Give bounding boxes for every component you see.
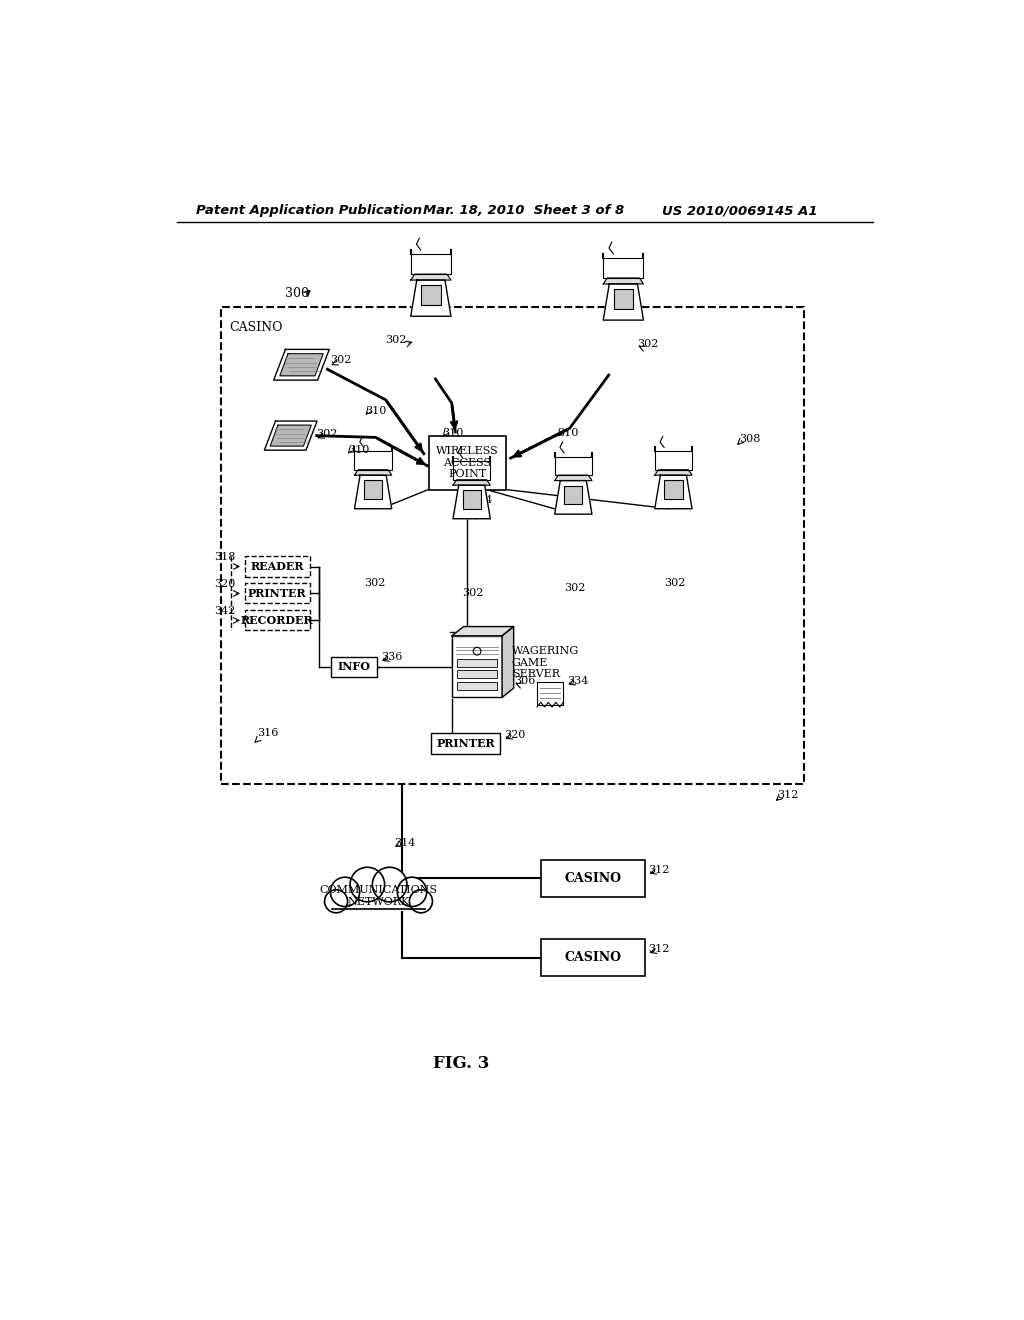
Text: 308: 308 <box>739 434 760 444</box>
FancyBboxPatch shape <box>245 583 310 603</box>
Polygon shape <box>280 354 324 376</box>
FancyBboxPatch shape <box>457 671 498 678</box>
Text: 306: 306 <box>514 676 536 685</box>
Text: FIG. 3: FIG. 3 <box>433 1055 489 1072</box>
Text: 318: 318 <box>214 552 236 562</box>
Text: 302: 302 <box>385 335 407 346</box>
Text: 320: 320 <box>214 579 236 589</box>
Polygon shape <box>603 279 643 284</box>
FancyBboxPatch shape <box>364 480 382 499</box>
Text: 316: 316 <box>258 727 279 738</box>
Text: 312: 312 <box>648 865 670 875</box>
Text: 310: 310 <box>442 428 464 438</box>
Polygon shape <box>654 470 692 475</box>
Text: Mar. 18, 2010  Sheet 3 of 8: Mar. 18, 2010 Sheet 3 of 8 <box>423 205 625 218</box>
Polygon shape <box>555 480 592 515</box>
Polygon shape <box>537 682 563 705</box>
Text: 300: 300 <box>285 286 308 300</box>
Polygon shape <box>273 350 330 380</box>
Text: 302: 302 <box>564 583 586 593</box>
Polygon shape <box>555 475 592 480</box>
Text: 302: 302 <box>637 339 658 348</box>
FancyBboxPatch shape <box>431 733 500 755</box>
Polygon shape <box>354 470 392 475</box>
Text: 334: 334 <box>567 676 589 686</box>
Polygon shape <box>537 702 563 708</box>
Text: 302: 302 <box>463 587 483 598</box>
FancyBboxPatch shape <box>613 289 633 309</box>
Text: 302: 302 <box>316 429 338 440</box>
Text: 320: 320 <box>504 730 525 741</box>
Text: 302: 302 <box>364 578 385 587</box>
Polygon shape <box>453 486 490 519</box>
FancyBboxPatch shape <box>331 656 377 677</box>
FancyBboxPatch shape <box>421 285 440 305</box>
FancyBboxPatch shape <box>555 457 592 475</box>
Circle shape <box>350 867 385 902</box>
Text: 302: 302 <box>330 355 351 366</box>
Text: 336: 336 <box>381 652 402 661</box>
FancyBboxPatch shape <box>654 451 692 470</box>
FancyBboxPatch shape <box>457 682 498 689</box>
Text: 312: 312 <box>648 944 670 954</box>
Text: 310: 310 <box>348 445 369 454</box>
FancyBboxPatch shape <box>452 636 502 697</box>
FancyBboxPatch shape <box>245 557 310 577</box>
Polygon shape <box>453 479 490 486</box>
Text: 304: 304 <box>471 495 493 506</box>
Text: PRINTER: PRINTER <box>436 738 495 750</box>
Polygon shape <box>354 475 392 508</box>
Text: WIRELESS
ACCESS
POINT: WIRELESS ACCESS POINT <box>435 446 499 479</box>
FancyBboxPatch shape <box>429 436 506 490</box>
Text: CASINO: CASINO <box>564 952 622 964</box>
Text: READER: READER <box>251 561 304 572</box>
Circle shape <box>325 890 347 913</box>
FancyBboxPatch shape <box>457 659 498 667</box>
Text: Patent Application Publication: Patent Application Publication <box>196 205 422 218</box>
FancyBboxPatch shape <box>665 480 683 499</box>
Circle shape <box>397 878 427 907</box>
Polygon shape <box>502 627 514 697</box>
Text: 310: 310 <box>557 428 579 438</box>
FancyBboxPatch shape <box>541 859 644 896</box>
Text: CASINO: CASINO <box>564 871 622 884</box>
FancyBboxPatch shape <box>603 259 643 279</box>
FancyBboxPatch shape <box>332 890 425 909</box>
FancyBboxPatch shape <box>541 940 644 977</box>
FancyBboxPatch shape <box>564 486 583 504</box>
Circle shape <box>373 867 407 902</box>
Circle shape <box>331 878 359 907</box>
FancyBboxPatch shape <box>411 255 451 275</box>
Text: CASINO: CASINO <box>229 321 283 334</box>
Text: WAGERING
GAME
SERVER: WAGERING GAME SERVER <box>512 647 579 680</box>
Text: PRINTER: PRINTER <box>248 587 306 599</box>
Text: INFO: INFO <box>337 661 371 672</box>
Text: US 2010/0069145 A1: US 2010/0069145 A1 <box>662 205 817 218</box>
FancyBboxPatch shape <box>245 610 310 631</box>
Polygon shape <box>654 475 692 508</box>
FancyBboxPatch shape <box>354 451 392 470</box>
Polygon shape <box>270 425 311 446</box>
Polygon shape <box>264 421 317 450</box>
Text: 342: 342 <box>214 606 236 616</box>
Text: 314: 314 <box>394 838 416 847</box>
Polygon shape <box>411 280 451 317</box>
FancyBboxPatch shape <box>463 490 481 508</box>
Text: 312: 312 <box>777 789 799 800</box>
FancyBboxPatch shape <box>453 462 490 479</box>
Circle shape <box>410 890 432 913</box>
Text: 302: 302 <box>665 578 685 587</box>
Polygon shape <box>452 627 514 636</box>
Text: COMMUNICATIONS
NETWORK: COMMUNICATIONS NETWORK <box>319 886 437 907</box>
Polygon shape <box>603 284 643 321</box>
Text: 310: 310 <box>366 407 387 416</box>
Polygon shape <box>411 275 451 280</box>
Text: RECORDER: RECORDER <box>241 615 313 626</box>
